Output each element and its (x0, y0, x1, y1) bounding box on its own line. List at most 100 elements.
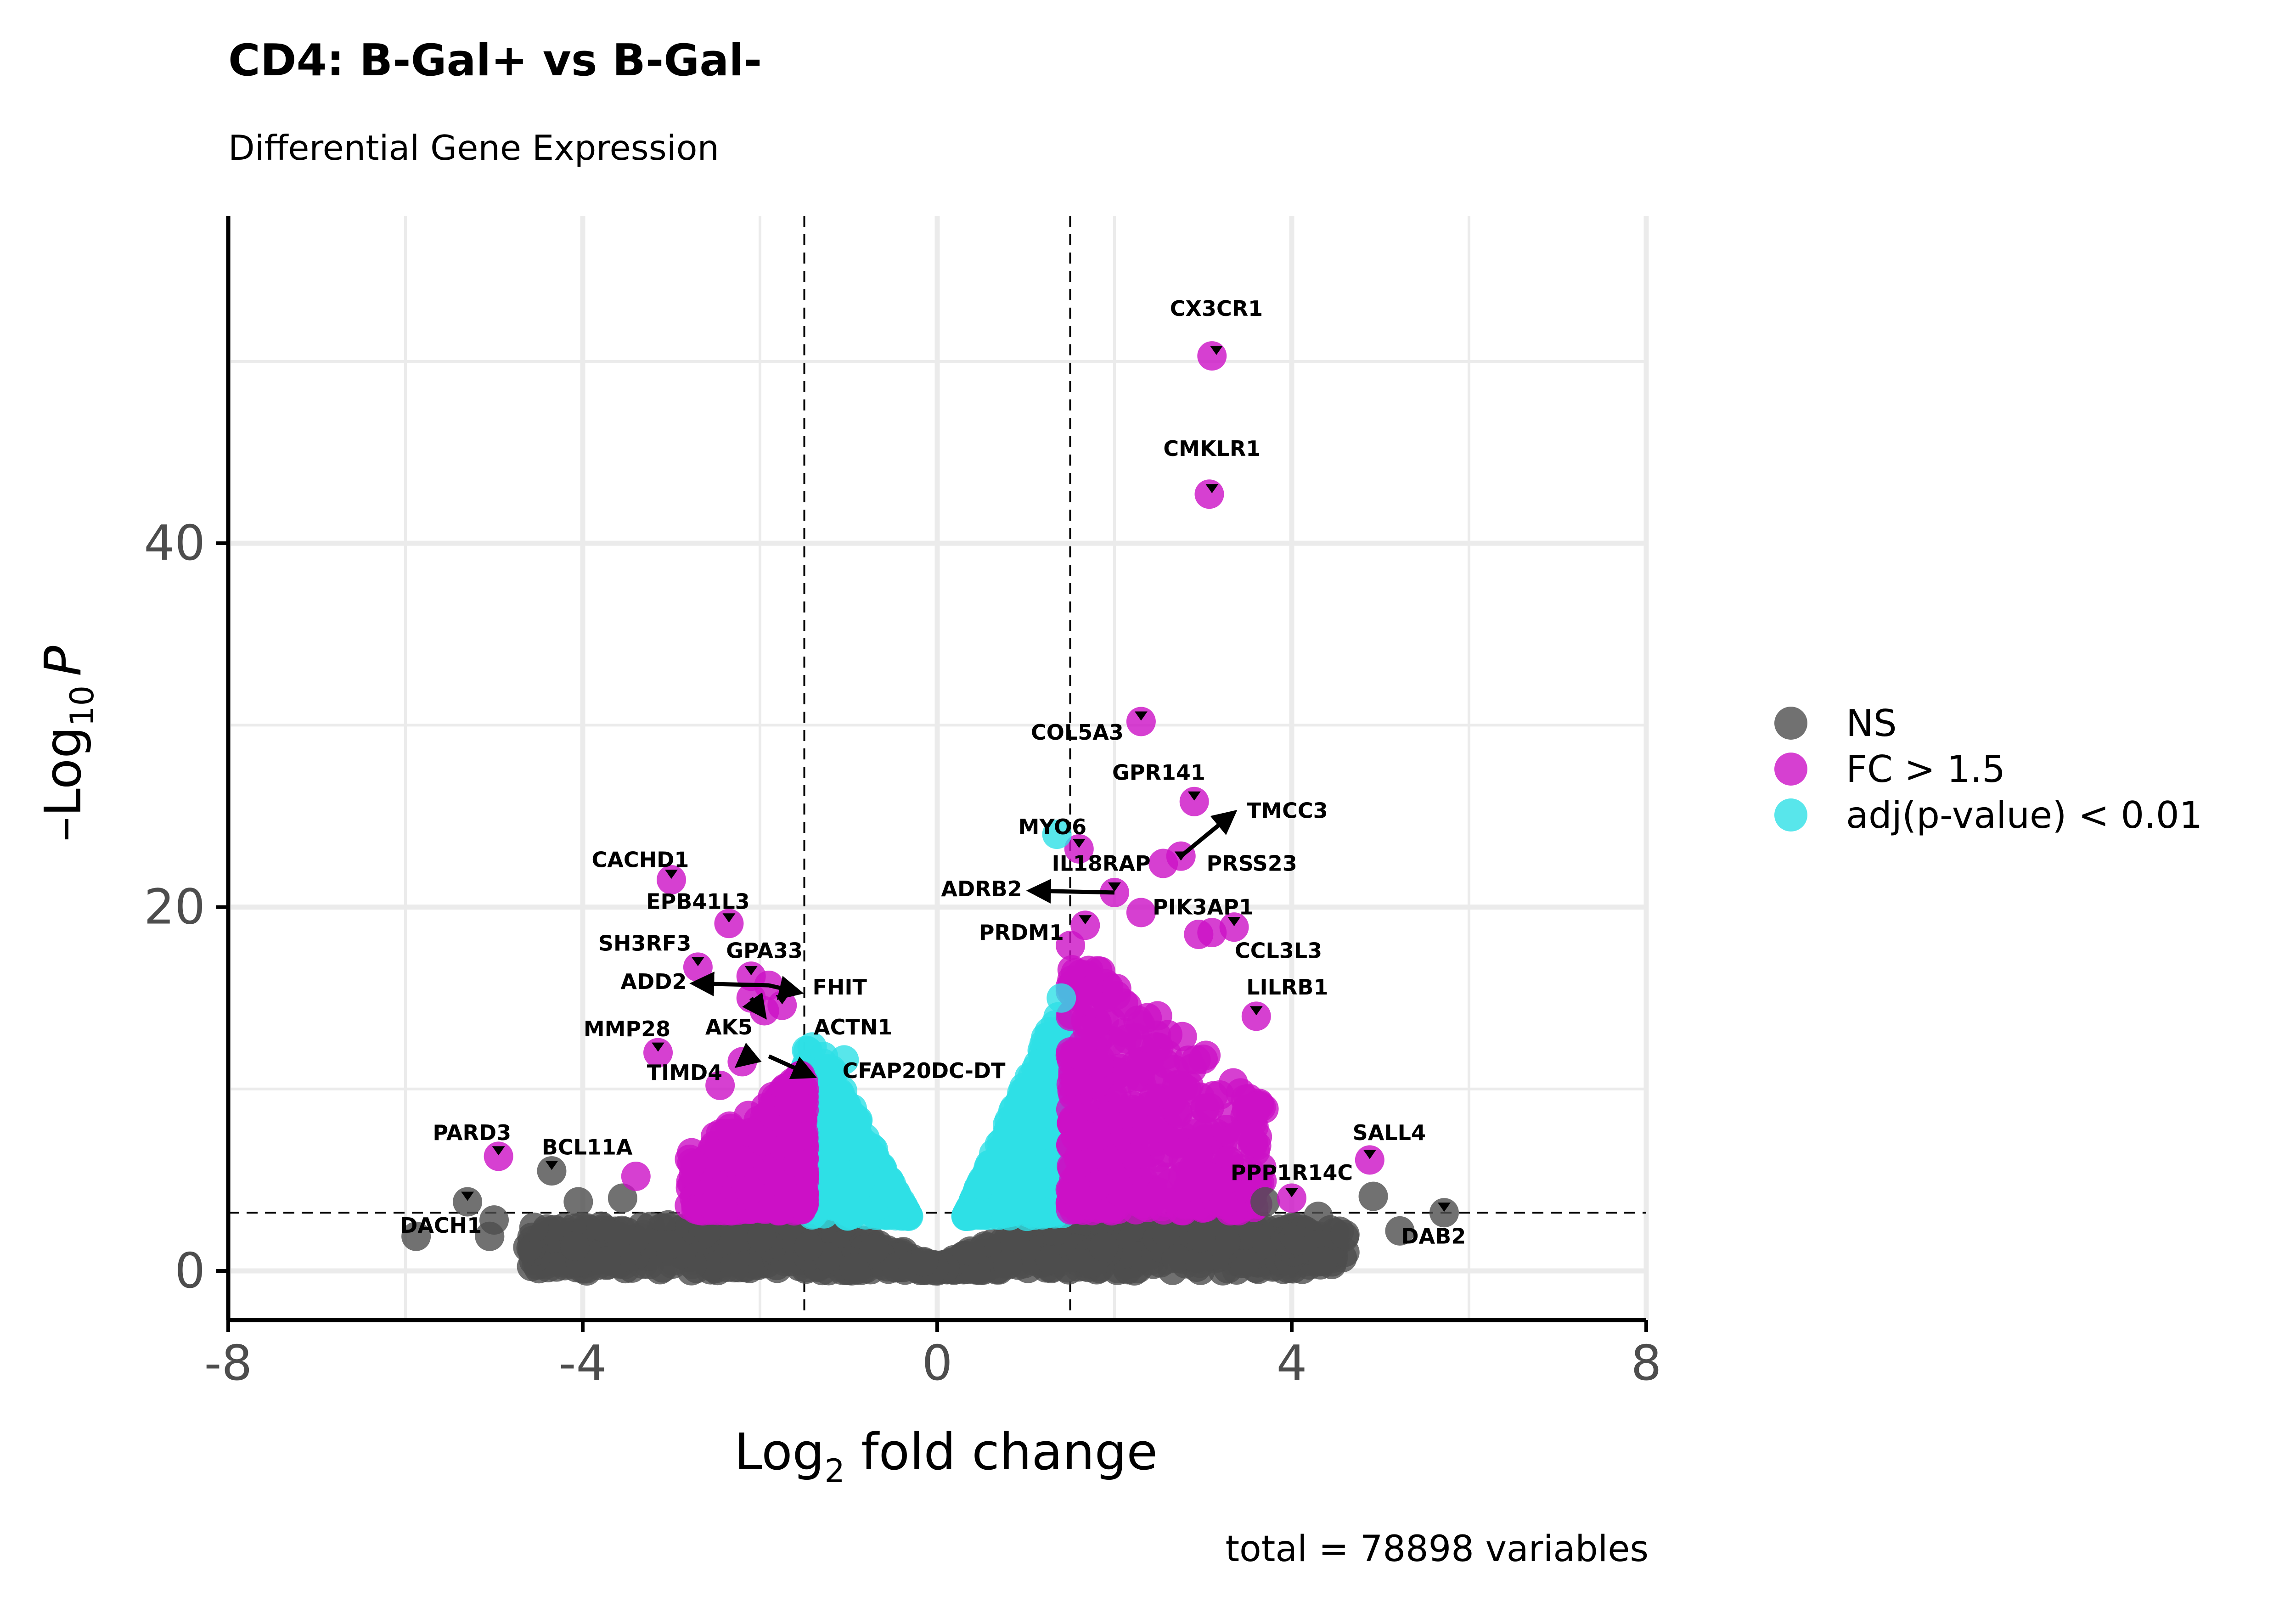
point-fc (621, 1161, 651, 1191)
point-fc (1163, 1097, 1193, 1127)
gene-label: BCL11A (542, 1135, 633, 1159)
point-fc (657, 865, 686, 895)
y-tick-label: 40 (144, 515, 205, 571)
point-fc (1061, 1122, 1091, 1152)
point-fc (1057, 955, 1087, 985)
point-ns (1211, 1226, 1241, 1256)
point-fc (1076, 987, 1106, 1017)
point-fc (705, 1070, 735, 1100)
gene-label: PRSS23 (1206, 851, 1297, 876)
point-ns (1185, 1248, 1215, 1278)
point-fc (1129, 1191, 1159, 1221)
x-tick-label: 8 (1631, 1335, 1662, 1391)
label-pointer (1108, 882, 1121, 892)
point-fc (484, 1141, 513, 1171)
gene-label: MYO6 (1019, 815, 1087, 839)
point-fc (1137, 1115, 1166, 1145)
point-adj (955, 1201, 985, 1231)
label-pointer (1210, 346, 1223, 355)
chart-subtitle: Differential Gene Expression (228, 128, 719, 168)
gene-label: CCL3L3 (1235, 938, 1322, 963)
label-pointer (691, 957, 704, 966)
point-ns (955, 1236, 985, 1266)
label-pointer (1363, 1150, 1376, 1159)
point-adj (975, 1154, 1005, 1184)
point-ns (519, 1212, 549, 1242)
label-pointer (722, 913, 736, 923)
gene-label: PPP1R14C (1231, 1160, 1353, 1185)
point-fc (643, 1038, 673, 1068)
gene-label: AK5 (705, 1015, 753, 1039)
label-pointer (1205, 484, 1219, 494)
point-ns (563, 1187, 593, 1217)
point-fc (683, 952, 713, 982)
point-fc (714, 909, 744, 938)
point-ns (909, 1247, 939, 1276)
gene-label: TMCC3 (1247, 798, 1328, 823)
label-pointer (1285, 1188, 1298, 1197)
point-fc (787, 1183, 817, 1213)
label-arrow (734, 1042, 762, 1068)
point-ns (1250, 1187, 1280, 1217)
point-ns (1358, 1181, 1388, 1211)
point-ns (794, 1231, 824, 1261)
point-adj (1019, 1171, 1048, 1201)
x-tick-label: 0 (922, 1335, 953, 1391)
label-pointer (1187, 791, 1201, 801)
x-tick-label: 4 (1277, 1335, 1307, 1391)
point-adj (997, 1157, 1027, 1187)
point-fc (1056, 931, 1086, 961)
y-axis-title: –Log10P (34, 646, 101, 842)
gene-label: LILRB1 (1246, 975, 1328, 1000)
tick-labels: -8 -4 0 4 8 0 20 40 (144, 515, 1661, 1391)
label-pointer (1249, 1006, 1263, 1016)
label-arrow (768, 1054, 817, 1079)
label-arrow (768, 976, 804, 1000)
point-ns (591, 1246, 621, 1276)
point-adj (826, 1080, 855, 1110)
gene-label: GPA33 (726, 938, 803, 963)
point-fc (1197, 918, 1227, 948)
legend-swatch (1774, 798, 1807, 832)
point-adj (835, 1124, 865, 1154)
point-adj (850, 1149, 879, 1179)
label-pointer (1134, 711, 1148, 721)
point-fc (1241, 1001, 1271, 1031)
point-fc (1065, 1041, 1095, 1071)
point-ns (720, 1253, 749, 1282)
gene-label: CX3CR1 (1170, 296, 1263, 321)
point-fc (697, 1191, 727, 1220)
point-ns (537, 1156, 567, 1186)
point-fc (1081, 1122, 1111, 1152)
label-pointer (545, 1161, 558, 1170)
label-arrow (742, 992, 767, 1020)
point-ns (1385, 1216, 1415, 1246)
label-arrow (689, 972, 769, 997)
label-pointer (1437, 1202, 1451, 1212)
gene-labels: CX3CR1 CMKLR1 COL5A3 GPR141 TMCC3 MYO6 IL18RAP… (400, 296, 1466, 1249)
point-ns (1308, 1246, 1338, 1276)
gene-label: ADD2 (620, 969, 687, 994)
chart-title: CD4: B-Gal+ vs B-Gal- (228, 35, 762, 86)
point-fc (1218, 1068, 1248, 1098)
label-pointer (492, 1146, 505, 1156)
point-fc (1142, 1001, 1172, 1031)
point-ns (1330, 1219, 1360, 1249)
gene-label: PRDM1 (979, 920, 1064, 945)
point-fc (787, 1093, 817, 1123)
point-fc (1241, 1163, 1271, 1192)
point-ns (993, 1250, 1023, 1280)
gene-label: DAB2 (1401, 1224, 1466, 1249)
gene-label: SH3RF3 (598, 931, 692, 956)
gene-label: PARD3 (433, 1120, 511, 1145)
x-tick-label: -4 (559, 1335, 607, 1391)
point-ns (1150, 1217, 1180, 1247)
point-ns (401, 1221, 431, 1251)
point-fc (1194, 479, 1224, 509)
point-adj (829, 1045, 859, 1075)
point-fc (1355, 1145, 1384, 1175)
gene-label: PIK3AP1 (1153, 894, 1254, 919)
point-fc (1159, 1055, 1189, 1084)
point-fc (1109, 1017, 1139, 1047)
gene-label: EPB41L3 (646, 889, 750, 914)
